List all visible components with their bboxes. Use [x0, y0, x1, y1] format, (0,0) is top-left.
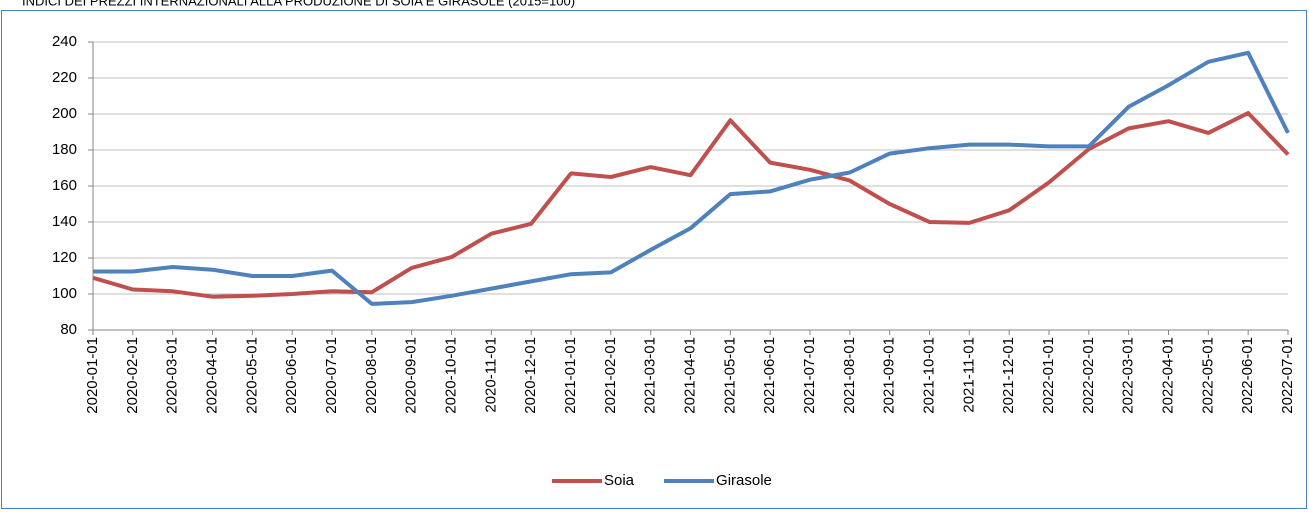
- x-tick-label: 2020-04-01: [203, 337, 220, 414]
- x-tick-label: 2021-07-01: [801, 337, 818, 414]
- y-tick-label: 80: [60, 321, 77, 338]
- y-tick-label: 100: [52, 285, 77, 302]
- y-tick-label: 160: [52, 177, 77, 194]
- x-tick-label: 2020-03-01: [164, 337, 181, 414]
- chart-title: INDICI DEI PREZZI INTERNAZIONALI ALLA PR…: [22, 0, 575, 8]
- y-tick-label: 180: [52, 141, 77, 158]
- x-tick-label: 2021-06-01: [761, 337, 778, 414]
- x-tick-label: 2021-05-01: [721, 337, 738, 414]
- x-tick-label: 2022-03-01: [1120, 337, 1137, 414]
- x-tick-label: 2020-08-01: [363, 337, 380, 414]
- x-tick-label: 2022-05-01: [1199, 337, 1216, 414]
- x-tick-label: 2021-11-01: [960, 337, 977, 413]
- x-tick-label: 2021-08-01: [841, 337, 858, 414]
- legend-label: Soia: [604, 472, 635, 489]
- y-tick-label: 140: [52, 213, 77, 230]
- y-tick-label: 120: [52, 249, 77, 266]
- x-tick-label: 2021-09-01: [881, 337, 898, 414]
- x-tick-label: 2020-10-01: [442, 337, 459, 414]
- x-tick-label: 2022-01-01: [1040, 337, 1057, 414]
- x-tick-label: 2022-02-01: [1080, 337, 1097, 414]
- line-series: [93, 50, 1290, 306]
- x-tick-label: 2020-05-01: [243, 337, 260, 414]
- x-tick-label: 2022-04-01: [1159, 337, 1176, 414]
- y-tick-label: 220: [52, 69, 77, 86]
- x-tick-label: 2020-07-01: [323, 337, 340, 414]
- legend-label: Girasole: [716, 472, 772, 489]
- y-tick-label: 200: [52, 105, 77, 122]
- x-tick-label: 2020-01-01: [84, 337, 101, 414]
- x-tick-label: 2020-11-01: [482, 337, 499, 413]
- y-tick-label: 240: [52, 33, 77, 50]
- x-tick-label: 2022-06-01: [1239, 337, 1256, 414]
- x-tick-label: 2020-12-01: [522, 337, 539, 414]
- x-tick-label: 2022-07-01: [1279, 337, 1296, 414]
- x-tick-label: 2021-01-01: [562, 337, 579, 414]
- x-tick-label: 2021-02-01: [602, 337, 619, 414]
- x-tick-label: 2020-02-01: [124, 337, 141, 414]
- x-tick-label: 2021-03-01: [642, 337, 659, 414]
- line-series: [92, 111, 1290, 299]
- x-tick-label: 2021-12-01: [1000, 337, 1017, 414]
- chart-frame: [1, 10, 1307, 509]
- x-tick-label: 2020-06-01: [283, 337, 300, 414]
- x-tick-label: 2020-09-01: [403, 337, 420, 414]
- x-tick-label: 2021-10-01: [920, 337, 937, 414]
- x-tick-label: 2021-04-01: [681, 337, 698, 414]
